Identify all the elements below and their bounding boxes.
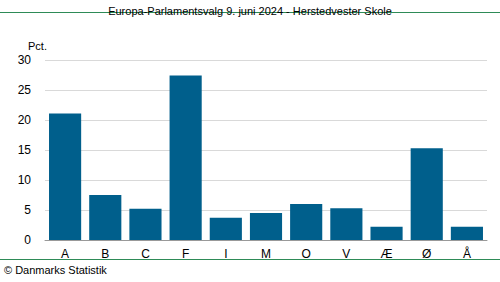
svg-text:Å: Å — [463, 246, 471, 261]
svg-text:I: I — [224, 247, 227, 261]
svg-text:30: 30 — [18, 53, 32, 67]
svg-text:Pct.: Pct. — [28, 40, 47, 52]
svg-text:10: 10 — [18, 173, 32, 187]
svg-text:O: O — [302, 247, 311, 261]
svg-text:Ø: Ø — [422, 247, 431, 261]
svg-text:C: C — [141, 247, 150, 261]
svg-text:A: A — [61, 247, 69, 261]
svg-text:5: 5 — [24, 203, 31, 217]
svg-text:F: F — [182, 247, 189, 261]
svg-text:B: B — [101, 247, 109, 261]
svg-text:20: 20 — [18, 113, 32, 127]
svg-text:Æ: Æ — [381, 247, 393, 261]
svg-text:Europa-Parlamentsvalg 9. juni: Europa-Parlamentsvalg 9. juni 2024 - Her… — [108, 5, 392, 17]
svg-text:15: 15 — [18, 143, 32, 157]
svg-text:© Danmarks Statistik: © Danmarks Statistik — [4, 264, 107, 276]
svg-text:V: V — [342, 247, 350, 261]
svg-text:25: 25 — [18, 83, 32, 97]
svg-text:0: 0 — [24, 233, 31, 247]
svg-text:M: M — [261, 247, 271, 261]
